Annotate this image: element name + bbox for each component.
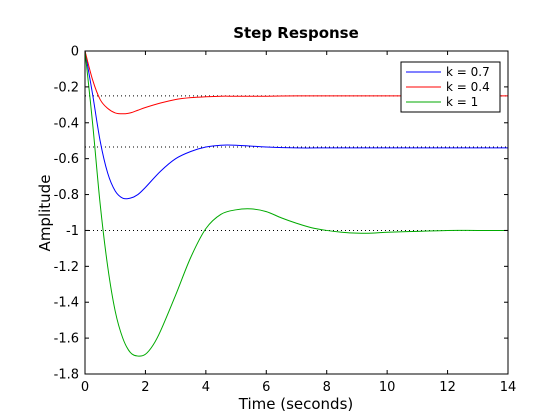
series-lines [84,50,508,357]
series-line-2 [84,50,508,357]
series-line-1 [84,50,508,115]
y-tick-label: -1.8 [54,368,79,383]
y-tick-label: -0.6 [54,152,79,167]
x-tick-label: 4 [202,380,210,395]
y-tick-label: -1.4 [54,296,79,311]
x-tick-label: 0 [81,380,89,395]
y-tick-label: -1.2 [54,260,79,275]
x-tick-label: 8 [323,380,331,395]
chart-title: Step Response [233,24,359,42]
x-tick-label: 12 [439,380,456,395]
x-axis-label: Time (seconds) [238,395,354,413]
y-axis-ticks: 0 -0.2 -0.4 -0.6 -0.8 -1 -1.2 -1.4 -1.6 -1.8 [54,45,508,383]
x-tick-label: 14 [500,380,517,395]
x-tick-label: 10 [379,380,396,395]
y-tick-label: -0.2 [54,80,79,95]
y-tick-label: 0 [71,45,79,60]
y-tick-label: -0.4 [54,116,79,131]
x-axis-ticks: 0 2 4 6 8 10 12 14 [81,51,516,395]
series-line-0 [84,50,508,200]
legend-label-0: k = 0.7 [446,65,490,79]
x-tick-label: 6 [262,380,270,395]
x-tick-label: 2 [141,380,149,395]
plot-frame [84,50,509,375]
y-axis-label: Amplitude [36,175,54,252]
y-tick-label: -1.6 [54,332,79,347]
y-tick-label: -0.8 [54,188,79,203]
y-tick-label: -1 [66,224,79,239]
legend-label-1: k = 0.4 [446,80,490,94]
legend-label-2: k = 1 [446,95,478,109]
legend: k = 0.7k = 0.4k = 1 [400,61,501,113]
